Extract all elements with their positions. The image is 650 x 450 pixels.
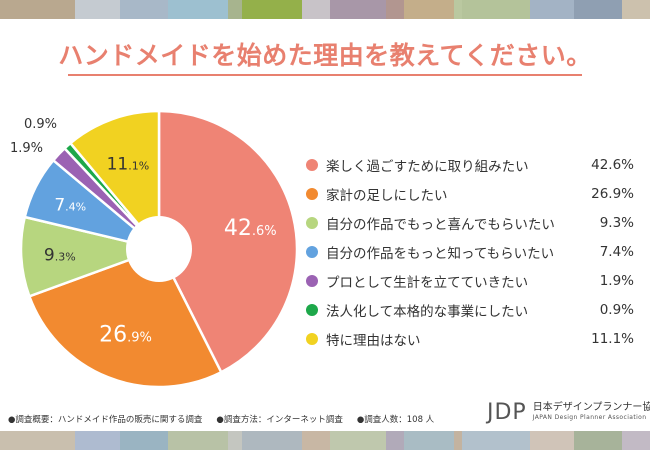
stripe-segment (462, 431, 530, 450)
pie-slice (68, 109, 161, 253)
legend-item: 自分の作品をもっと知ってもらいたい 7.4% (306, 237, 634, 266)
stripe-segment (386, 431, 404, 450)
stripe-segment (228, 0, 242, 19)
pie-slice (27, 247, 223, 389)
legend-item: 特に理由はない 11.1% (306, 324, 634, 353)
stripe-segment (120, 431, 168, 450)
legend-label: 特に理由はない (326, 332, 421, 349)
legend-label: 法人化して本格的な事業にしたい (326, 303, 529, 320)
bottom-color-stripe (0, 431, 650, 450)
jdp-logo: JDP 日本デザインプランナー協会 JAPAN Design Planner A… (487, 402, 650, 424)
stripe-segment (404, 0, 454, 19)
stripe-segment (242, 0, 302, 19)
survey-footer: ●調査概要：ハンドメイド作品の販売に関する調査 ●調査方法：インターネット調査 … (8, 413, 434, 425)
legend-item: 家計の足しにしたい 26.9% (306, 179, 634, 208)
pie-slice (157, 109, 299, 374)
stripe-segment (622, 431, 650, 450)
stripe-segment (454, 0, 462, 19)
donut-chart: 42.6% 26.9% 9.3% 7.4% 1.9% 0.9% 11.1% (10, 109, 299, 389)
stripe-segment (462, 0, 530, 19)
pie-slice (19, 215, 164, 298)
survey-method: ●調査方法：インターネット調査 (216, 415, 343, 425)
stripe-segment (0, 431, 75, 450)
stripe-segment (454, 431, 462, 450)
chart-title: ハンドメイドを始めた理由を教えてください。 (58, 41, 592, 70)
legend-value: 42.6% (591, 156, 634, 173)
legend-value: 11.1% (591, 330, 634, 347)
donut-hole (126, 216, 192, 282)
legend-value: 9.3% (599, 214, 634, 231)
stripe-segment (404, 431, 454, 450)
legend-label: 楽しく過ごすために取り組みたい (326, 158, 529, 175)
stripe-segment (622, 0, 650, 19)
legend-value: 1.9% (599, 272, 634, 289)
legend-value: 26.9% (591, 185, 634, 202)
legend-color-dot (306, 274, 318, 287)
slice-label: 1.9% (10, 141, 43, 156)
stripe-segment (228, 431, 242, 450)
stripe-segment (530, 0, 574, 19)
stripe-segment (168, 0, 228, 19)
stripe-segment (242, 431, 302, 450)
legend-color-dot (306, 216, 318, 229)
slice-label: 11.1% (107, 154, 150, 174)
stripe-segment (330, 431, 386, 450)
legend-item: 法人化して本格的な事業にしたい 0.9% (306, 295, 634, 324)
legend-color-dot (306, 332, 318, 345)
legend-color-dot (306, 303, 318, 316)
stripe-segment (75, 0, 120, 19)
stripe-segment (574, 431, 622, 450)
slice-label: 7.4% (54, 195, 86, 215)
slice-label: 26.9% (99, 322, 152, 347)
legend-color-dot (306, 158, 318, 171)
legend-label: 自分の作品でもっと喜んでもらいたい (326, 216, 555, 233)
stripe-segment (386, 0, 404, 19)
survey-overview: ●調査概要：ハンドメイド作品の販売に関する調査 (8, 415, 203, 425)
stripe-segment (168, 431, 228, 450)
legend-item: 自分の作品でもっと喜んでもらいたい 9.3% (306, 208, 634, 237)
legend-label: 家計の足しにしたい (326, 187, 448, 204)
legend-item: 楽しく過ごすために取り組みたい 42.6% (306, 150, 634, 179)
stripe-segment (75, 431, 120, 450)
stripe-segment (120, 0, 168, 19)
legend-color-dot (306, 187, 318, 200)
stripe-segment (330, 0, 386, 19)
slice-label: 0.9% (24, 117, 57, 132)
legend-item: プロとして生計を立てていきたい 1.9% (306, 266, 634, 295)
stripe-segment (530, 431, 574, 450)
stripe-segment (574, 0, 622, 19)
legend-value: 7.4% (599, 243, 634, 260)
stripe-segment (0, 0, 75, 19)
top-color-stripe (0, 0, 650, 19)
stripe-segment (302, 0, 330, 19)
logo-name-ja: 日本デザインプランナー協会 (532, 402, 650, 413)
slice-label: 9.3% (44, 246, 76, 266)
chart-legend: 楽しく過ごすために取り組みたい 42.6% 家計の足しにしたい 26.9% 自分… (306, 150, 634, 353)
legend-value: 0.9% (599, 301, 634, 318)
legend-color-dot (306, 245, 318, 258)
logo-name-en: JAPAN Design Planner Association (532, 414, 647, 421)
logo-mark: JDP (487, 400, 527, 425)
stripe-segment (302, 431, 330, 450)
slice-label: 42.6% (224, 216, 277, 241)
legend-label: 自分の作品をもっと知ってもらいたい (326, 245, 555, 262)
survey-respondents: ●調査人数：108 人 (356, 415, 435, 425)
legend-label: プロとして生計を立てていきたい (326, 274, 529, 291)
title-underline (68, 74, 582, 76)
